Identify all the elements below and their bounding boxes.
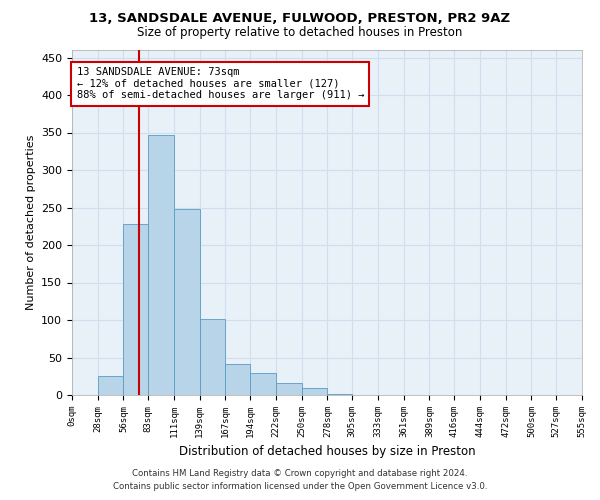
Bar [328,394,352,395]
Bar [174,209,200,395]
Bar [302,388,328,395]
Bar [200,320,226,395]
Bar [276,383,302,395]
Bar [250,372,276,395]
Bar [226,364,250,395]
Text: 13, SANDSDALE AVENUE, FULWOOD, PRESTON, PR2 9AZ: 13, SANDSDALE AVENUE, FULWOOD, PRESTON, … [89,12,511,26]
Bar [124,224,148,395]
Text: 13 SANDSDALE AVENUE: 73sqm
← 12% of detached houses are smaller (127)
88% of sem: 13 SANDSDALE AVENUE: 73sqm ← 12% of deta… [77,67,364,100]
X-axis label: Distribution of detached houses by size in Preston: Distribution of detached houses by size … [179,446,475,458]
Text: Contains HM Land Registry data © Crown copyright and database right 2024.
Contai: Contains HM Land Registry data © Crown c… [113,470,487,491]
Bar [148,134,174,395]
Bar [98,376,124,395]
Text: Size of property relative to detached houses in Preston: Size of property relative to detached ho… [137,26,463,39]
Y-axis label: Number of detached properties: Number of detached properties [26,135,35,310]
